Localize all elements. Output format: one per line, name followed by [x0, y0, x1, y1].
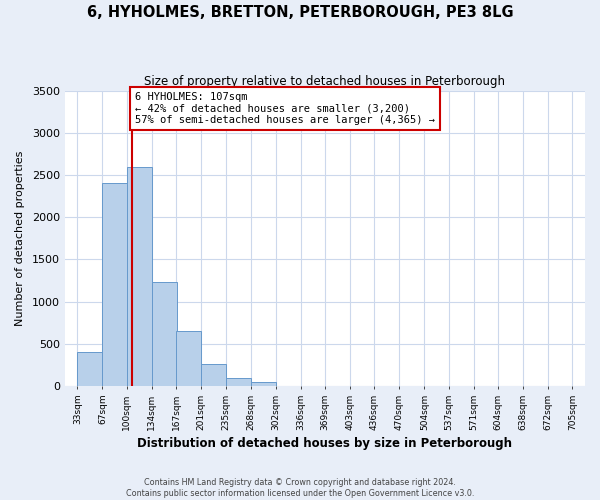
Text: 6, HYHOLMES, BRETTON, PETERBOROUGH, PE3 8LG: 6, HYHOLMES, BRETTON, PETERBOROUGH, PE3 … [86, 5, 514, 20]
Bar [201, 364, 226, 386]
Bar [103, 184, 128, 386]
Title: Size of property relative to detached houses in Peterborough: Size of property relative to detached ho… [145, 75, 505, 88]
Bar [127, 166, 152, 386]
Y-axis label: Number of detached properties: Number of detached properties [15, 150, 25, 326]
Bar [226, 378, 251, 386]
Bar [251, 382, 275, 386]
Bar [77, 352, 103, 386]
Text: 6 HYHOLMES: 107sqm
← 42% of detached houses are smaller (3,200)
57% of semi-deta: 6 HYHOLMES: 107sqm ← 42% of detached hou… [135, 92, 435, 125]
X-axis label: Distribution of detached houses by size in Peterborough: Distribution of detached houses by size … [137, 437, 512, 450]
Bar [152, 282, 177, 386]
Bar [176, 331, 201, 386]
Text: Contains HM Land Registry data © Crown copyright and database right 2024.
Contai: Contains HM Land Registry data © Crown c… [126, 478, 474, 498]
